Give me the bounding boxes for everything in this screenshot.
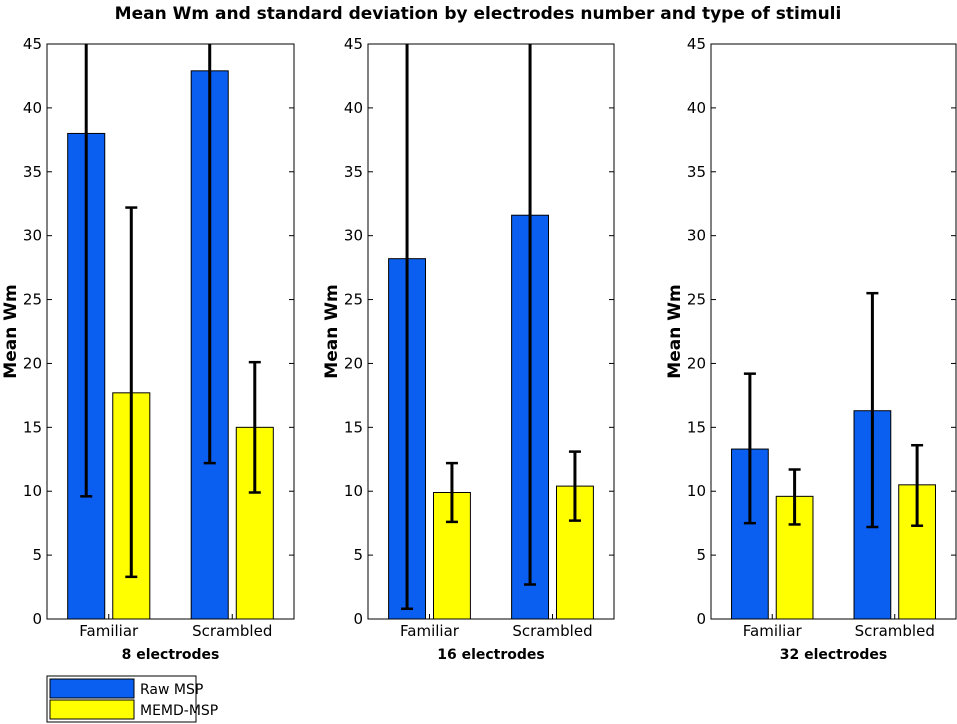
y-tick-label: 45 (687, 35, 706, 53)
y-tick-label: 45 (23, 35, 42, 53)
y-tick-label: 25 (687, 291, 706, 309)
y-axis-label: Mean Wm (1, 284, 21, 378)
y-axis-label: Mean Wm (322, 284, 342, 378)
y-axis-label: Mean Wm (665, 284, 685, 378)
legend-swatch-memd-msp (49, 699, 135, 720)
y-tick-label: 30 (687, 227, 706, 245)
x-tick-label: Familiar (79, 622, 139, 640)
y-tick-label: 0 (32, 610, 42, 628)
y-tick-label: 10 (23, 482, 42, 500)
x-tick-label: Familiar (743, 622, 803, 640)
y-tick-label: 40 (23, 99, 42, 117)
legend: Raw MSP MEMD-MSP (46, 675, 218, 723)
legend-label: MEMD-MSP (140, 703, 218, 719)
y-tick-label: 25 (23, 291, 42, 309)
y-tick-label: 15 (344, 418, 363, 436)
panels: 0 5 10 15 20 25 30 35 40 45 Mean Wm Familiar Scrambl… (1, 35, 957, 663)
y-tick-label: 0 (696, 610, 706, 628)
y-tick-label: 10 (344, 482, 363, 500)
y-tick-label: 25 (344, 291, 363, 309)
axes-frame (46, 43, 295, 620)
y-tick-label: 30 (23, 227, 42, 245)
panel-1: 0 5 10 15 20 25 30 35 40 45 Mean Wm Familiar Scrambl… (1, 35, 295, 663)
y-tick-label: 5 (696, 546, 706, 564)
y-tick-label: 40 (687, 99, 706, 117)
y-tick-label: 20 (344, 354, 363, 372)
y-tick-label: 35 (344, 163, 363, 181)
y-tick-label: 0 (353, 610, 363, 628)
y-tick-label: 15 (23, 418, 42, 436)
x-axis-label: 8 electrodes (122, 647, 220, 663)
x-axis-label: 16 electrodes (437, 647, 545, 663)
panel-2: 0 5 10 15 20 25 30 35 40 45 Mean Wm Familiar Scrambl… (322, 35, 615, 663)
chart-title: Mean Wm and standard deviation by electr… (115, 4, 842, 24)
panel-3: 0 5 10 15 20 25 30 35 40 45 Mean Wm Familiar Scrambl… (665, 35, 957, 663)
y-tick-label: 30 (344, 227, 363, 245)
y-tick-label: 35 (687, 163, 706, 181)
y-tick-label: 20 (687, 354, 706, 372)
axes-frame (367, 43, 615, 620)
legend-label: Raw MSP (140, 682, 203, 698)
y-tick-label: 45 (344, 35, 363, 53)
x-tick-label: Familiar (400, 622, 460, 640)
y-tick-label: 40 (344, 99, 363, 117)
y-tick-label: 15 (687, 418, 706, 436)
y-tick-label: 10 (687, 482, 706, 500)
y-tick-label: 20 (23, 354, 42, 372)
axes-frame (710, 43, 957, 620)
x-axis-label: 32 electrodes (780, 647, 888, 663)
y-tick-label: 35 (23, 163, 42, 181)
y-tick-label: 5 (353, 546, 363, 564)
legend-swatch-raw-msp (49, 678, 135, 699)
x-tick-label: Scrambled (855, 622, 935, 640)
x-tick-label: Scrambled (192, 622, 272, 640)
x-tick-label: Scrambled (512, 622, 592, 640)
y-tick-label: 5 (32, 546, 42, 564)
